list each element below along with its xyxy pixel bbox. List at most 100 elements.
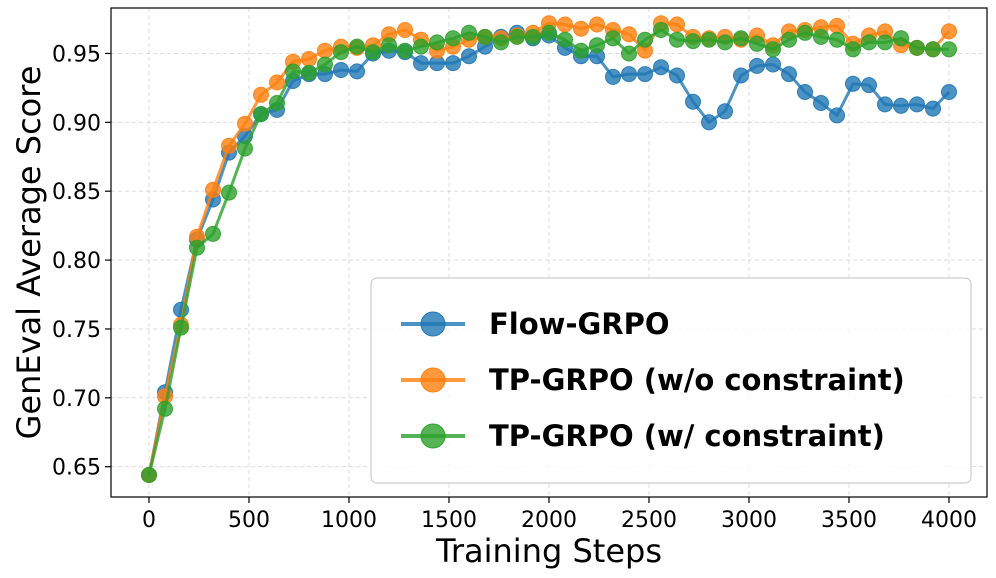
- data-point: [349, 63, 365, 80]
- data-point: [701, 31, 717, 48]
- x-tick-label: 500: [228, 508, 270, 533]
- legend-marker: [420, 423, 446, 449]
- data-point: [749, 35, 765, 52]
- data-point: [333, 62, 349, 78]
- data-point: [381, 37, 397, 54]
- y-tick-label: 0.85: [52, 180, 101, 205]
- legend-marker: [420, 311, 446, 337]
- data-point: [781, 31, 797, 48]
- data-point: [685, 93, 701, 110]
- data-point: [829, 107, 845, 124]
- x-tick-label: 3000: [721, 508, 777, 533]
- data-point: [317, 56, 333, 73]
- data-point: [285, 63, 301, 80]
- data-point: [397, 42, 413, 59]
- data-point: [221, 184, 237, 201]
- data-point: [189, 239, 205, 256]
- legend-item-1: TP-GRPO (w/o constraint): [401, 363, 905, 397]
- data-point: [845, 41, 861, 58]
- data-point: [941, 84, 957, 100]
- data-point: [605, 30, 621, 47]
- data-point: [845, 75, 861, 92]
- data-point: [925, 41, 941, 58]
- data-point: [605, 68, 621, 85]
- data-point: [797, 84, 813, 100]
- y-tick-label: 0.80: [52, 249, 101, 274]
- data-point: [429, 34, 445, 51]
- data-point: [621, 45, 637, 62]
- data-point: [333, 44, 349, 61]
- data-point: [573, 42, 589, 59]
- data-point: [813, 28, 829, 45]
- x-axis-title: Training Steps: [435, 532, 662, 570]
- y-tick-label: 0.90: [52, 111, 101, 136]
- data-point: [941, 41, 957, 58]
- x-tick-label: 3500: [821, 508, 877, 533]
- data-point: [205, 181, 221, 198]
- data-point: [717, 34, 733, 51]
- legend-box: [370, 277, 972, 484]
- data-point: [589, 16, 605, 33]
- data-point: [653, 22, 669, 38]
- data-point: [317, 42, 333, 59]
- data-point: [893, 30, 909, 47]
- data-point: [221, 137, 237, 154]
- data-point: [141, 467, 157, 483]
- data-point: [253, 106, 269, 123]
- data-point: [461, 24, 477, 41]
- y-tick-label: 0.95: [52, 42, 101, 67]
- data-point: [685, 33, 701, 50]
- data-point: [301, 51, 317, 67]
- data-point: [557, 31, 573, 48]
- data-point: [909, 39, 925, 56]
- legend-item-2: TP-GRPO (w/ constraint): [401, 419, 885, 453]
- data-point: [509, 28, 525, 45]
- data-point: [813, 95, 829, 111]
- data-point: [669, 16, 685, 33]
- data-point: [653, 59, 669, 76]
- data-point: [637, 66, 653, 83]
- x-tick-label: 4000: [921, 508, 977, 533]
- data-point: [173, 319, 189, 336]
- data-point: [621, 66, 637, 83]
- data-point: [573, 20, 589, 37]
- data-point: [893, 97, 909, 114]
- data-point: [781, 66, 797, 83]
- data-point: [349, 38, 365, 55]
- data-point: [733, 30, 749, 47]
- x-tick-label: 2000: [521, 508, 577, 533]
- data-point: [493, 34, 509, 51]
- series-2: [141, 22, 957, 483]
- data-point: [461, 48, 477, 65]
- legend-item-0: Flow-GRPO: [401, 307, 670, 341]
- data-point: [237, 115, 253, 132]
- data-point: [589, 37, 605, 54]
- data-point: [253, 86, 269, 103]
- data-point: [717, 103, 733, 120]
- data-point: [525, 28, 541, 45]
- data-point: [925, 100, 941, 117]
- data-point: [413, 55, 429, 72]
- data-point: [765, 56, 781, 73]
- data-point: [477, 28, 493, 45]
- data-point: [205, 225, 221, 242]
- data-point: [269, 95, 285, 111]
- data-point: [797, 24, 813, 41]
- legend-marker: [420, 367, 446, 393]
- data-point: [637, 31, 653, 48]
- data-point: [749, 57, 765, 74]
- data-point: [445, 55, 461, 72]
- data-point: [877, 34, 893, 51]
- legend-label: TP-GRPO (w/ constraint): [489, 419, 885, 453]
- data-point: [621, 26, 637, 43]
- data-point: [829, 31, 845, 48]
- data-point: [157, 400, 173, 417]
- data-point: [733, 67, 749, 84]
- series-layer: [141, 15, 957, 483]
- y-axis-ticks: 0.65 0.70 0.75 0.80 0.85 0.90 0.95: [52, 42, 111, 481]
- legend-label: Flow-GRPO: [489, 307, 670, 341]
- data-point: [237, 140, 253, 157]
- data-point: [669, 31, 685, 48]
- data-point: [765, 41, 781, 58]
